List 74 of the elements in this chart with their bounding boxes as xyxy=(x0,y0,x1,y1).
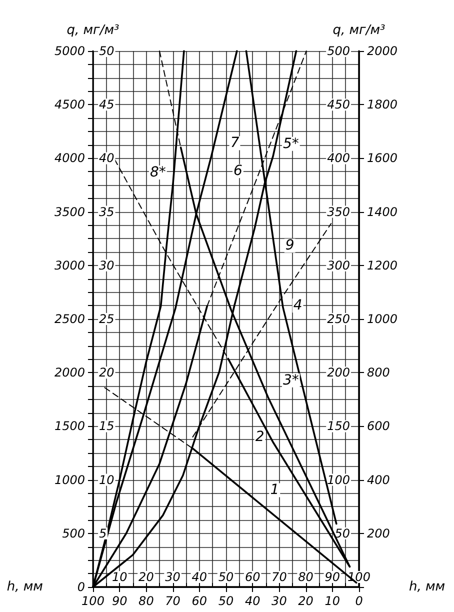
x-tick-label: 50 xyxy=(218,570,234,584)
y3-tick-label: 300 xyxy=(327,258,350,272)
annotation: 8* xyxy=(150,164,166,180)
x-tick-label: 80 xyxy=(298,570,314,584)
x-tick-label: 10 xyxy=(112,570,128,584)
y2-tick-label: 1800 xyxy=(367,98,398,112)
x2-tick-label: 10 xyxy=(324,594,340,608)
x2-tick-label: 70 xyxy=(165,594,181,608)
x-tick-label: 30 xyxy=(165,570,181,584)
annotation: 5 xyxy=(99,526,107,540)
annotation: 35 xyxy=(99,204,114,219)
x-tick-label: 60 xyxy=(244,570,261,584)
y3-tick-label: 400 xyxy=(327,151,350,166)
y2-tick-label: 800 xyxy=(367,366,390,380)
annotation: 25 xyxy=(99,312,114,326)
y-tick-label: 0 xyxy=(77,580,86,594)
y-tick-label: 4000 xyxy=(54,151,86,166)
x2-tick-label: 60 xyxy=(192,594,208,608)
annotation: 1 xyxy=(270,482,280,498)
annotation: 30 xyxy=(99,258,115,272)
x2-tick-label: 40 xyxy=(244,594,261,608)
x2-tick-label: 30 xyxy=(272,594,288,608)
x2-tick-label: 20 xyxy=(298,594,314,608)
y2-tick-label: 1000 xyxy=(367,312,398,326)
y3-tick-label: 50 xyxy=(334,526,350,540)
annotation: 15 xyxy=(99,419,114,434)
x-axis-title: h, мм xyxy=(409,580,446,594)
annotation: 2 xyxy=(255,428,264,445)
x-tick-label: 70 xyxy=(272,570,288,584)
y3-tick-label: 500 xyxy=(327,44,350,58)
x2-tick-label: 80 xyxy=(138,594,154,608)
y-tick-label: 5000 xyxy=(54,44,86,58)
x2-tick-label: 0 xyxy=(355,594,364,608)
x2-tick-label: 50 xyxy=(218,594,234,608)
annotation: 4 xyxy=(293,298,302,314)
y2-tick-label: 600 xyxy=(367,419,390,434)
y-tick-label: 1000 xyxy=(54,472,86,487)
y2-tick-label: 400 xyxy=(367,472,390,487)
annotation: 40 xyxy=(99,151,115,166)
annotation: 20 xyxy=(99,366,115,380)
annotation: 9 xyxy=(285,238,294,254)
annotation: 50 xyxy=(99,44,115,58)
y3-tick-label: 100 xyxy=(327,472,350,487)
annotation: 6 xyxy=(234,163,243,180)
y-tick-label: 2500 xyxy=(54,312,86,326)
y-tick-label: 1500 xyxy=(54,419,86,434)
x2-tick-label: 100 xyxy=(82,594,105,608)
annotation: 10 xyxy=(99,472,115,487)
y2-tick-label: 1600 xyxy=(367,151,398,166)
y-tick-label: 2000 xyxy=(54,366,86,380)
y-tick-label: 3000 xyxy=(54,258,86,272)
annotation: 3* xyxy=(282,372,299,388)
y-tick-label: 500 xyxy=(62,526,86,540)
y2-tick-label: 1200 xyxy=(367,258,398,272)
annotation: 5* xyxy=(282,136,299,152)
y2-tick-label: 2000 xyxy=(367,44,398,58)
y3-tick-label: 450 xyxy=(327,98,350,112)
y3-tick-label: 200 xyxy=(327,366,350,380)
x2-tick-label: 90 xyxy=(112,594,128,608)
y3-tick-label: 350 xyxy=(327,204,350,219)
x-tick-label: 90 xyxy=(324,570,340,584)
y-tick-label: 4500 xyxy=(54,98,86,112)
y3-tick-label: 250 xyxy=(327,312,350,326)
annotation: 45 xyxy=(99,98,114,112)
y-tick-label: 3500 xyxy=(54,204,86,219)
x2-axis-title: h, мм xyxy=(6,580,44,594)
y2-tick-label: 200 xyxy=(367,526,390,540)
x-tick-label: 40 xyxy=(192,570,208,584)
x-tick-label: 20 xyxy=(138,570,154,584)
annotation: 7 xyxy=(230,135,240,152)
y2-tick-label: 1400 xyxy=(367,204,398,219)
y3-tick-label: 150 xyxy=(327,419,350,434)
y2-axis-title: q, мг/м³ xyxy=(332,23,386,38)
y-axis-title: q, мг/м³ xyxy=(66,23,120,38)
